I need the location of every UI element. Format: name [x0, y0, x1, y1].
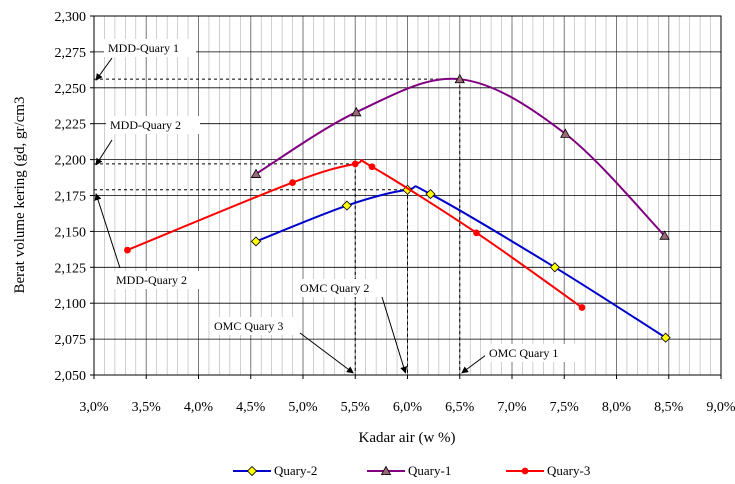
x-tick-label: 7,5% [550, 400, 580, 415]
data-point-quary-3 [578, 304, 586, 311]
y-tick-label: 2,300 [55, 10, 87, 25]
legend-marker-quary-2 [246, 465, 258, 477]
x-tick-label: 5,0% [288, 400, 318, 415]
series-group [124, 73, 671, 343]
series-quary-1 [250, 73, 670, 240]
x-tick-label: 5,5% [341, 400, 371, 415]
omc-quary3-label-bg [210, 317, 298, 335]
omc-quary3-arrow [299, 332, 354, 374]
data-point-quary-1 [659, 230, 670, 240]
x-tick-label: 3,5% [132, 400, 162, 415]
omc-quary1-label-bg [485, 344, 575, 362]
mdd-quary2-upper-label: MDD-Quary 2 [110, 118, 181, 132]
x-tick-label: 6,0% [393, 400, 423, 415]
data-point-quary-2 [660, 332, 671, 343]
mdd-quary1-label: MDD-Quary 1 [108, 41, 179, 55]
legend-label-quary-2: Quary-2 [274, 463, 317, 478]
legend-marker-quary-1 [380, 465, 392, 476]
data-point-quary-3 [289, 179, 296, 186]
y-tick-label: 2,225 [55, 118, 87, 133]
series-line-quary-1 [255, 77, 666, 237]
mdd-quary2-lower-arrow [94, 193, 121, 269]
y-tick-label: 2,250 [55, 82, 87, 97]
y-tick-label: 2,175 [55, 190, 87, 205]
y-axis-title: Berat volume kering (gd, gr/cm3 [12, 96, 28, 293]
omc-quary2-arrow [381, 296, 407, 374]
data-point-quary-3 [124, 246, 131, 254]
y-tick-label: 2,050 [55, 369, 87, 384]
x-tick-label: 3,0% [79, 400, 109, 415]
y-tick-label: 2,075 [55, 333, 87, 348]
omc-quary1-label: OMC Quary 1 [489, 346, 558, 360]
data-point-quary-1 [250, 168, 262, 178]
y-tick-label: 2,100 [55, 297, 87, 312]
annotations: MDD-Quary 1 MDD-Quary 2 MDD-Quary 2 OMC Qua… [94, 39, 575, 374]
data-point-quary-1 [351, 106, 362, 117]
mdd-quary1-arrow [95, 57, 113, 81]
x-axis-title: Kadar air (w %) [358, 430, 455, 446]
mdd-quary2-upper-arrow [95, 139, 113, 166]
legend-label-quary-3: Quary-3 [547, 463, 590, 478]
y-tick-label: 2,150 [55, 225, 87, 240]
legend-label-quary-1: Quary-1 [408, 463, 451, 478]
data-point-quary-3 [473, 229, 480, 237]
series-line-quary-3 [127, 159, 583, 309]
data-point-quary-2 [250, 236, 262, 247]
mdd-quary2-lower-label-bg [112, 271, 204, 289]
series-quary-3 [124, 159, 586, 311]
omc-quary2-label: OMC Quary 2 [300, 281, 369, 295]
data-point-quary-1 [560, 128, 571, 138]
mdd-quary2-upper-label-bg [106, 116, 200, 134]
x-tick-label: 8,0% [602, 400, 632, 415]
y-tick-label: 2,125 [55, 261, 87, 276]
omc-quary3-label: OMC Quary 3 [214, 319, 283, 333]
x-tick-label: 4,5% [236, 400, 266, 415]
omc-quary2-label-bg [296, 279, 384, 297]
series-line-quary-2 [255, 185, 667, 339]
reference-lines [94, 78, 461, 375]
x-tick-label: 9,0% [706, 400, 735, 415]
data-point-quary-3 [368, 163, 376, 171]
data-point-quary-2 [341, 200, 352, 211]
legend: Quary-2 Quary-1 Quary-3 [233, 463, 590, 478]
data-point-quary-2 [425, 188, 436, 200]
x-tick-label: 4,0% [184, 400, 214, 415]
x-tick-label: 8,5% [654, 400, 684, 415]
x-tick-label: 6,5% [445, 400, 475, 415]
data-point-quary-2 [549, 262, 560, 273]
legend-marker-quary-3 [521, 467, 529, 475]
x-tick-label: 7,0% [497, 400, 527, 415]
tick-labels: 3,0% 3,5% 4,0% 4,5% 5,0% 5,5% 6,0% 6,5% 7,0% 7,5%… [55, 10, 735, 415]
y-tick-label: 2,200 [55, 154, 87, 169]
data-point-quary-3 [351, 160, 359, 168]
y-tick-label: 2,275 [55, 46, 87, 61]
mdd-quary1-label-bg [104, 39, 196, 57]
series-quary-2 [250, 184, 671, 343]
data-point-quary-1 [454, 73, 465, 84]
mdd-quary2-lower-label: MDD-Quary 2 [116, 273, 187, 287]
